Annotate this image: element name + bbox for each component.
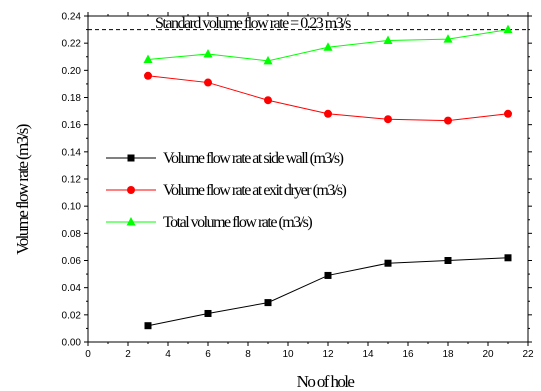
x-tick-label: 16 <box>402 349 414 360</box>
y-tick-label: 0.20 <box>62 66 82 77</box>
legend-label: Total volume flow rate (m3/s) <box>163 214 312 231</box>
data-point <box>324 109 332 118</box>
legend-entry-2: Volume flow rate at exit dryer (m3/s) <box>106 182 348 199</box>
data-point <box>504 254 512 262</box>
y-tick-label: 0.16 <box>62 120 82 131</box>
plot-axes: 0 2 4 6 8 10 12 14 16 18 20 22 0.00 0.02 0.04 0.06 0.08 0… <box>62 12 534 361</box>
data-point <box>204 78 212 87</box>
y-tick-label: 0.06 <box>62 256 82 267</box>
data-point <box>144 71 152 80</box>
data-point <box>324 271 332 279</box>
x-tick-label: 14 <box>362 349 374 360</box>
data-point <box>204 309 212 317</box>
data-point <box>323 42 333 51</box>
x-tick-label: 22 <box>522 349 534 360</box>
series-line <box>147 257 509 327</box>
legend-entry-1: Volume flow rate at side wall (m3/s) <box>106 150 345 167</box>
y-tick-label: 0.22 <box>62 39 82 50</box>
y-tick-label: 0.10 <box>62 202 82 213</box>
data-point <box>384 259 392 267</box>
plot-frame <box>87 15 529 343</box>
reference-line-label: Standard volume flow rate = 0.23 m3/s <box>155 15 351 32</box>
data-point <box>263 55 273 65</box>
data-point <box>444 116 452 125</box>
series-group <box>143 24 513 330</box>
data-point <box>144 322 152 330</box>
y-tick-label: 0.12 <box>62 175 82 186</box>
legend: Volume flow rate at side wall (m3/s) Volu… <box>106 150 348 231</box>
data-point <box>504 109 512 118</box>
y-tick-label: 0.08 <box>62 229 82 240</box>
legend-entry-3: Total volume flow rate (m3/s) <box>106 214 314 231</box>
y-tick-label: 0.24 <box>62 12 82 23</box>
x-tick-label: 0 <box>85 349 91 360</box>
data-point <box>264 96 272 105</box>
data-point <box>443 34 453 43</box>
series-2 <box>144 71 512 125</box>
y-tick-label: 0.02 <box>62 310 82 321</box>
y-tick-label: 0.18 <box>62 93 82 104</box>
data-point <box>264 299 272 307</box>
data-point <box>203 49 213 58</box>
legend-label: Volume flow rate at exit dryer (m3/s) <box>163 182 347 199</box>
x-tick-label: 10 <box>282 349 294 360</box>
legend-marker <box>126 217 136 226</box>
y-axis-label: Volume flow rate (m3/s) <box>13 124 32 254</box>
y-tick-label: 0.00 <box>62 338 82 349</box>
x-tick-label: 12 <box>322 349 334 360</box>
legend-marker <box>127 154 135 162</box>
x-tick-label: 8 <box>245 349 251 360</box>
y-tick-label: 0.14 <box>62 147 82 158</box>
series-3 <box>143 24 513 65</box>
series-1 <box>144 254 512 330</box>
legend-label: Volume flow rate at side wall (m3/s) <box>163 150 344 167</box>
x-tick-label: 20 <box>482 349 494 360</box>
legend-marker <box>127 186 135 194</box>
data-point <box>383 35 393 44</box>
data-point <box>384 115 392 124</box>
x-axis-label: No of hole <box>297 372 355 391</box>
y-tick-label: 0.04 <box>62 283 82 294</box>
x-tick-label: 6 <box>205 349 211 360</box>
data-point <box>143 54 153 63</box>
data-point <box>503 24 513 34</box>
x-tick-label: 2 <box>125 349 131 360</box>
x-tick-label: 4 <box>165 349 171 360</box>
data-point <box>444 257 452 264</box>
x-tick-label: 18 <box>442 349 454 360</box>
